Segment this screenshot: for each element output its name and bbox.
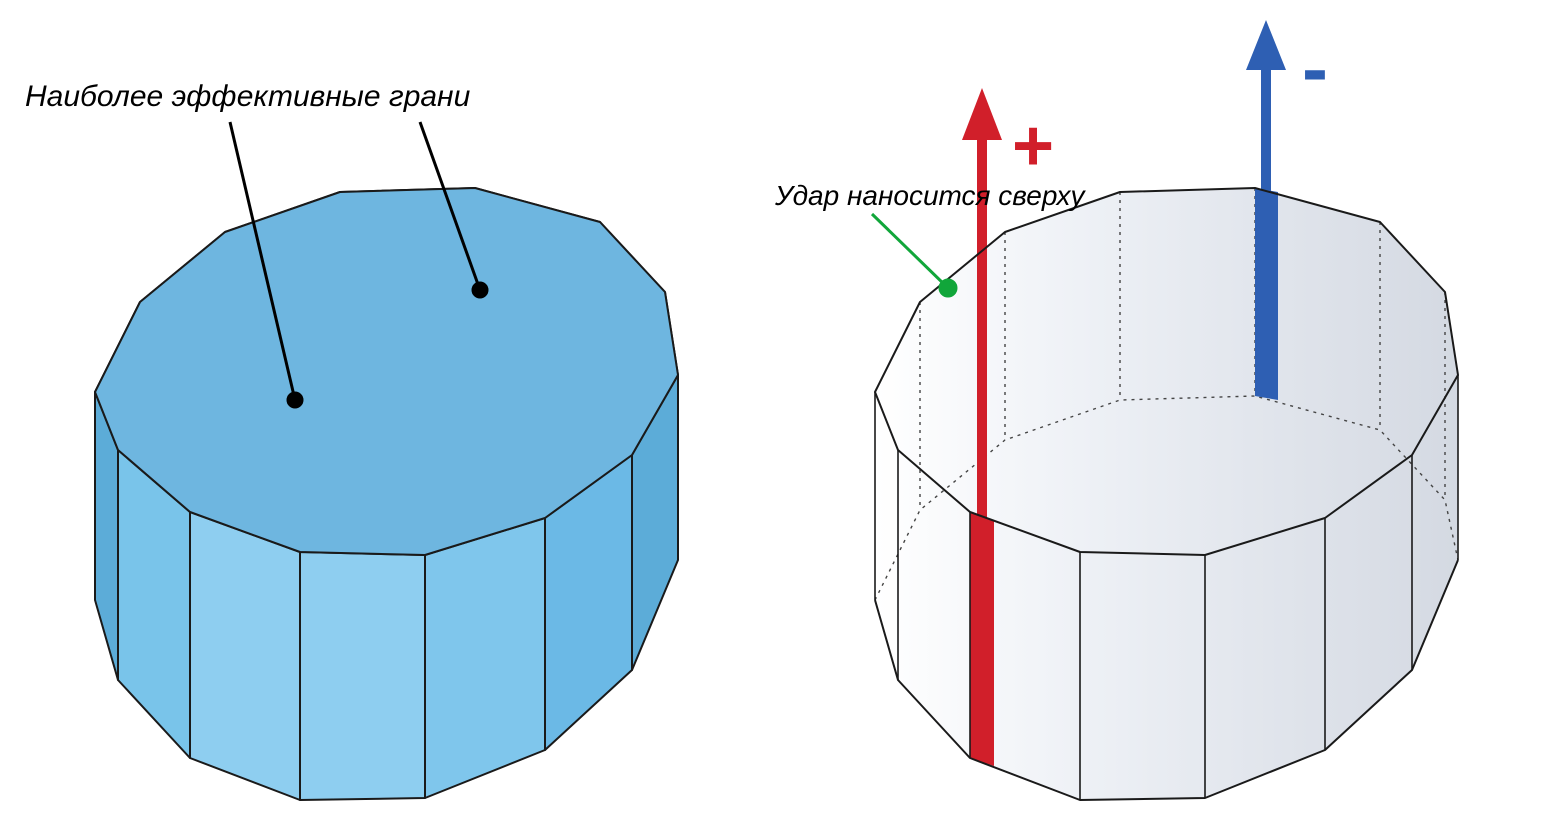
right-prism: + - <box>872 20 1458 800</box>
left-prism <box>95 188 678 800</box>
minus-symbol: - <box>1302 24 1328 112</box>
plus-symbol: + <box>1012 106 1054 186</box>
left-prism-svg: + - <box>0 0 1560 832</box>
diagram-canvas: + - Наиболее эффективные грани Удар нано… <box>0 0 1560 832</box>
green-leader <box>872 214 956 296</box>
right-label: Удар наносится сверху <box>775 180 1084 212</box>
left-label: Наиболее эффективные грани <box>25 80 470 114</box>
